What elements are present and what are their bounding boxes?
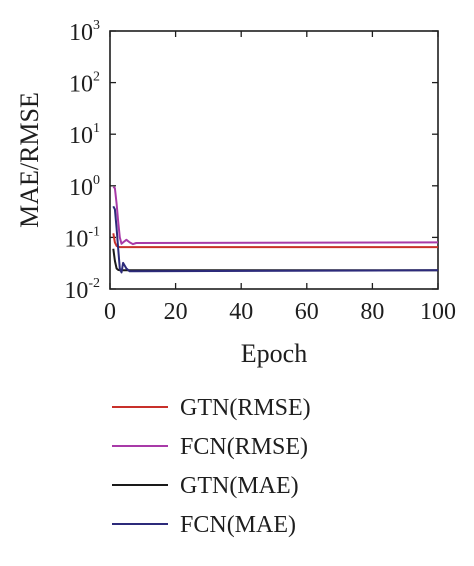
y-tick-label-base: 10 <box>69 72 93 98</box>
y-tick-label-base: 10 <box>64 226 88 252</box>
series-line <box>112 205 439 274</box>
y-tick-label: 100 <box>69 173 100 201</box>
legend-label: GTN(RMSE) <box>180 395 311 421</box>
x-axis-label: Epoch <box>241 339 307 368</box>
y-tick-label: 103 <box>69 18 100 46</box>
x-tick-label: 60 <box>295 299 319 325</box>
legend-label: GTN(MAE) <box>180 473 299 499</box>
plot-area <box>109 30 439 290</box>
y-tick-label-exponent: 0 <box>93 173 100 188</box>
y-tick-label-base: 10 <box>69 123 93 149</box>
y-tick-label-base: 10 <box>64 278 88 304</box>
y-tick-label: 101 <box>69 121 100 149</box>
x-tick-label: 0 <box>104 299 116 325</box>
x-tick-label: 40 <box>229 299 253 325</box>
series-line <box>112 186 439 246</box>
y-tick-label: 10-1 <box>64 224 100 252</box>
y-tick-label: 10-2 <box>64 276 100 304</box>
y-tick-label-exponent: -2 <box>88 276 100 291</box>
legend: GTN(RMSE) FCN(RMSE) GTN(MAE) FCN(MAE) <box>112 395 311 538</box>
y-tick-label-base: 10 <box>69 175 93 201</box>
y-tick-label-exponent: 2 <box>93 70 100 85</box>
series-line <box>112 248 438 272</box>
y-tick-label-exponent: -1 <box>88 224 100 239</box>
y-tick-label-exponent: 3 <box>93 18 100 33</box>
x-axis-ticks: 0 20 40 60 80 100 <box>104 31 456 325</box>
y-tick-label-exponent: 1 <box>93 121 100 136</box>
x-tick-label: 100 <box>420 299 456 325</box>
series-lines <box>112 186 439 274</box>
legend-label: FCN(RMSE) <box>180 434 308 460</box>
legend-label: FCN(MAE) <box>180 512 296 538</box>
y-tick-label: 102 <box>69 70 100 98</box>
series-line <box>112 233 438 249</box>
x-tick-label: 80 <box>360 299 384 325</box>
y-axis-label: MAE/RMSE <box>15 92 44 228</box>
x-tick-label: 20 <box>164 299 188 325</box>
y-tick-label-base: 10 <box>69 20 93 46</box>
